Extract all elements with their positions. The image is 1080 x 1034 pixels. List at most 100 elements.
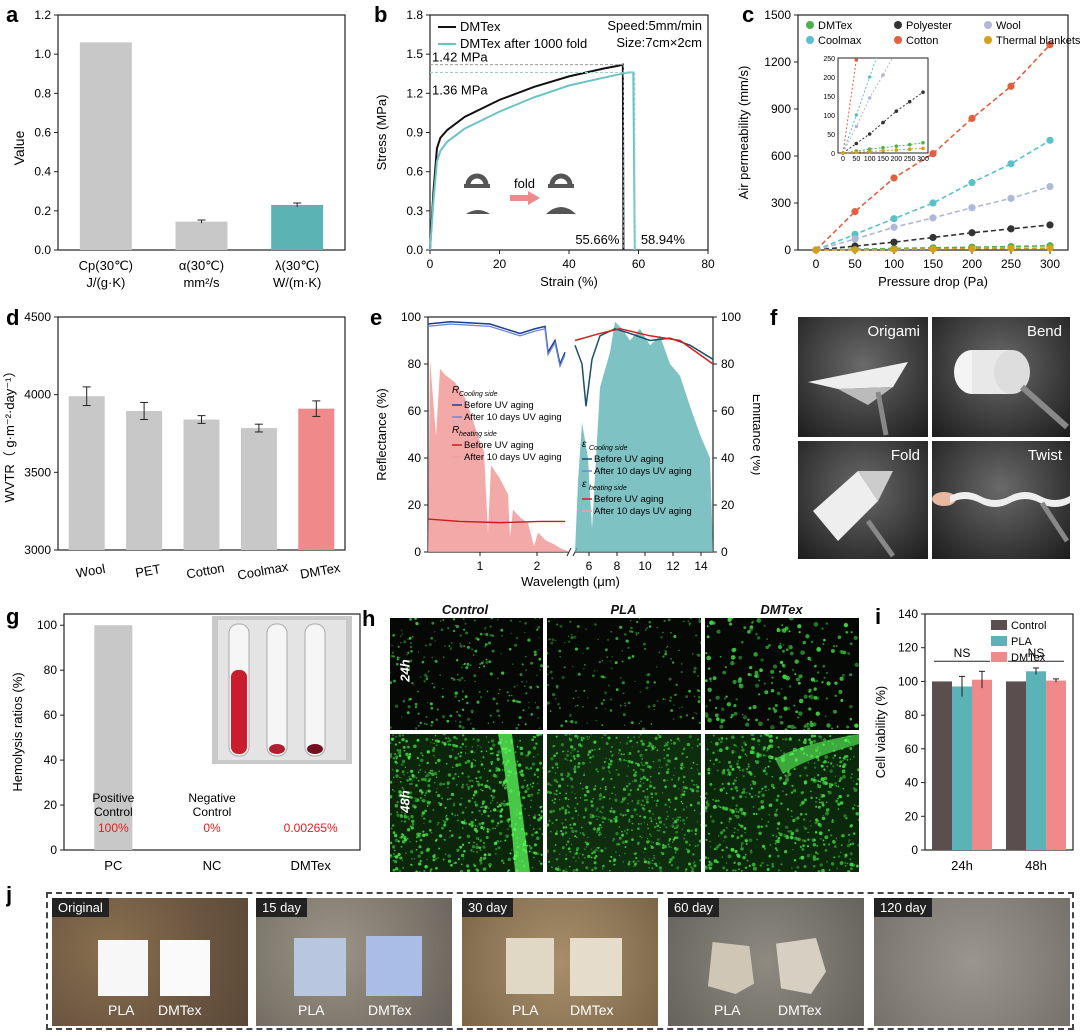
cell-dot	[743, 626, 747, 629]
cell-dot	[452, 777, 454, 780]
cell-dot	[707, 832, 710, 835]
cell-dot	[733, 861, 736, 865]
cell-dot	[619, 813, 623, 816]
cell-dot	[429, 702, 433, 706]
cell-dot	[601, 805, 605, 809]
cell-dot	[602, 821, 604, 824]
c-inset-xtick-label: 0	[841, 156, 845, 163]
cell-dot	[590, 848, 593, 851]
cell-dot	[667, 747, 670, 750]
cell-dot	[390, 780, 393, 784]
cell-dot	[650, 820, 653, 823]
cell-dot	[771, 865, 775, 868]
cell-dot	[803, 826, 805, 828]
cell-dot	[637, 827, 640, 831]
cell-dot	[826, 765, 829, 768]
cell-dot	[558, 784, 562, 788]
cell-dot	[735, 697, 739, 701]
cell-dot	[459, 836, 462, 838]
cell-dot	[705, 805, 708, 810]
cell-dot	[539, 734, 543, 736]
cell-dot	[693, 809, 696, 812]
cell-dot	[497, 846, 501, 850]
cell-dot	[625, 639, 629, 643]
cell-dot	[489, 672, 493, 676]
cell-dot	[666, 645, 669, 648]
cell-dot	[557, 866, 560, 868]
cell-dot	[836, 867, 839, 870]
g-bar-label-line2: Control	[193, 805, 232, 819]
c-point	[890, 174, 898, 182]
e-xtick-label: 1	[477, 559, 484, 573]
cell-dot	[852, 755, 855, 758]
cell-dot	[478, 822, 482, 826]
cell-dot	[401, 797, 406, 801]
cell-dot	[492, 789, 496, 793]
cell-dot	[781, 624, 784, 627]
c-point	[968, 204, 976, 212]
cell-dot	[712, 798, 715, 801]
cell-dot	[593, 861, 597, 865]
cell-dot	[439, 802, 443, 806]
cell-dot	[404, 667, 408, 671]
photo-origami: Origami	[798, 317, 928, 437]
cell-dot	[682, 775, 686, 779]
i-frame	[924, 613, 1074, 851]
cell-dot	[698, 619, 701, 623]
cell-dot	[802, 640, 806, 645]
cell-dot	[806, 774, 809, 777]
cell-dot	[797, 716, 800, 719]
cell-dot	[583, 774, 586, 777]
cell-dot	[622, 787, 626, 791]
cell-dot	[825, 808, 830, 812]
cell-dot	[653, 825, 657, 829]
cell-dot	[766, 868, 770, 871]
cell-dot	[822, 839, 825, 842]
cell-dot	[853, 788, 858, 792]
cell-dot	[484, 626, 487, 629]
cell-dot	[751, 621, 754, 624]
cell-dot	[819, 801, 821, 804]
cell-dot	[579, 744, 583, 748]
cell-dot	[806, 854, 811, 858]
cell-dot	[808, 690, 811, 693]
cell-dot	[738, 824, 741, 826]
cell-dot	[821, 803, 825, 807]
cell-dot	[652, 786, 656, 790]
cell-dot	[785, 675, 790, 681]
cell-dot	[607, 684, 610, 687]
cell-dot	[696, 654, 698, 656]
cell-dot	[687, 849, 691, 853]
c-xtick-label: 250	[1001, 257, 1021, 271]
cell-dot	[409, 796, 412, 798]
cell-dot	[474, 649, 478, 653]
cell-dot	[450, 677, 453, 680]
cell-dot	[430, 868, 433, 871]
cell-dot	[786, 770, 790, 774]
cell-dot	[440, 628, 444, 632]
cell-dot	[752, 704, 757, 710]
cell-dot	[672, 718, 675, 720]
cell-dot	[668, 846, 671, 848]
cell-dot	[405, 672, 408, 675]
cell-dot	[466, 783, 469, 786]
cell-dot	[540, 815, 543, 819]
cell-dot	[847, 833, 851, 837]
cell-dot	[652, 704, 656, 708]
i-ytick-label: 20	[905, 809, 919, 823]
c-point	[1046, 136, 1054, 144]
cell-dot	[536, 628, 539, 631]
cell-dot	[632, 865, 634, 867]
cell-dot	[395, 736, 397, 738]
cell-dot	[452, 678, 456, 681]
cell-dot	[690, 866, 692, 868]
cell-dot	[852, 745, 855, 747]
cell-dot	[673, 827, 676, 829]
cell-dot	[491, 795, 495, 800]
cell-dot	[666, 779, 669, 782]
cell-dot	[535, 831, 538, 834]
cell-dot	[464, 752, 467, 754]
d-category-label: Cotton	[185, 560, 225, 581]
cell-dot	[525, 692, 528, 695]
cell-dot	[723, 697, 726, 700]
